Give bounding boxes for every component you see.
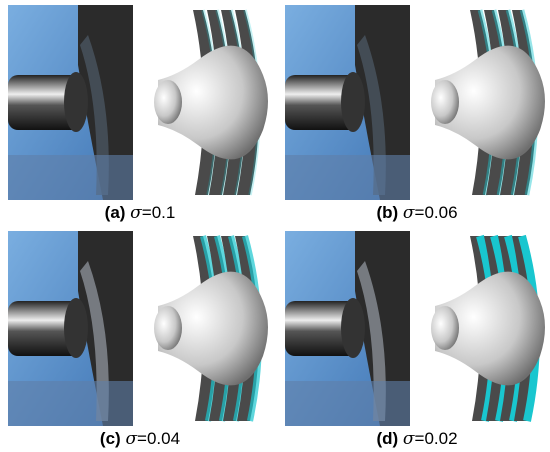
shaft-end [64, 72, 88, 132]
value: =0.02 [415, 429, 458, 448]
caption: (c) σ=0.04 [100, 429, 180, 449]
caption: (b) σ=0.06 [376, 203, 457, 223]
caption: (d) σ=0.02 [376, 429, 457, 449]
base [8, 155, 133, 200]
value: =0.04 [137, 429, 180, 448]
symbol: σ [403, 429, 415, 449]
shaft-end [341, 72, 365, 132]
base [285, 381, 410, 426]
panel-label: (d) [376, 429, 398, 448]
symbol: σ [130, 203, 142, 223]
panel-label: (b) [376, 203, 398, 222]
hub-tip [154, 306, 182, 350]
propeller [431, 10, 545, 195]
value: =0.1 [142, 203, 176, 222]
propeller [154, 236, 268, 421]
hub-tip [431, 80, 459, 124]
photo [8, 5, 133, 200]
panel: (c) σ=0.04 [8, 231, 268, 449]
photo [8, 231, 133, 426]
panel-label: (a) [105, 203, 126, 222]
hub-tip [154, 80, 182, 124]
panel-label: (c) [100, 429, 121, 448]
hub-tip [431, 306, 459, 350]
symbol: σ [125, 429, 137, 449]
photo [285, 231, 410, 426]
propeller [431, 236, 545, 421]
panel: (a) σ=0.1 [8, 5, 268, 223]
figure: (a) σ=0.1(b) σ=0.06(c) σ=0.04(d) σ=0.02 [0, 0, 550, 452]
value: =0.06 [415, 203, 458, 222]
propeller [154, 10, 268, 195]
shaft-end [64, 298, 88, 358]
symbol: σ [403, 203, 415, 223]
shaft-end [341, 298, 365, 358]
caption: (a) σ=0.1 [105, 203, 176, 223]
photo [285, 5, 410, 200]
base [285, 155, 410, 200]
base [8, 381, 133, 426]
panel: (b) σ=0.06 [285, 5, 545, 223]
panel: (d) σ=0.02 [285, 231, 545, 449]
